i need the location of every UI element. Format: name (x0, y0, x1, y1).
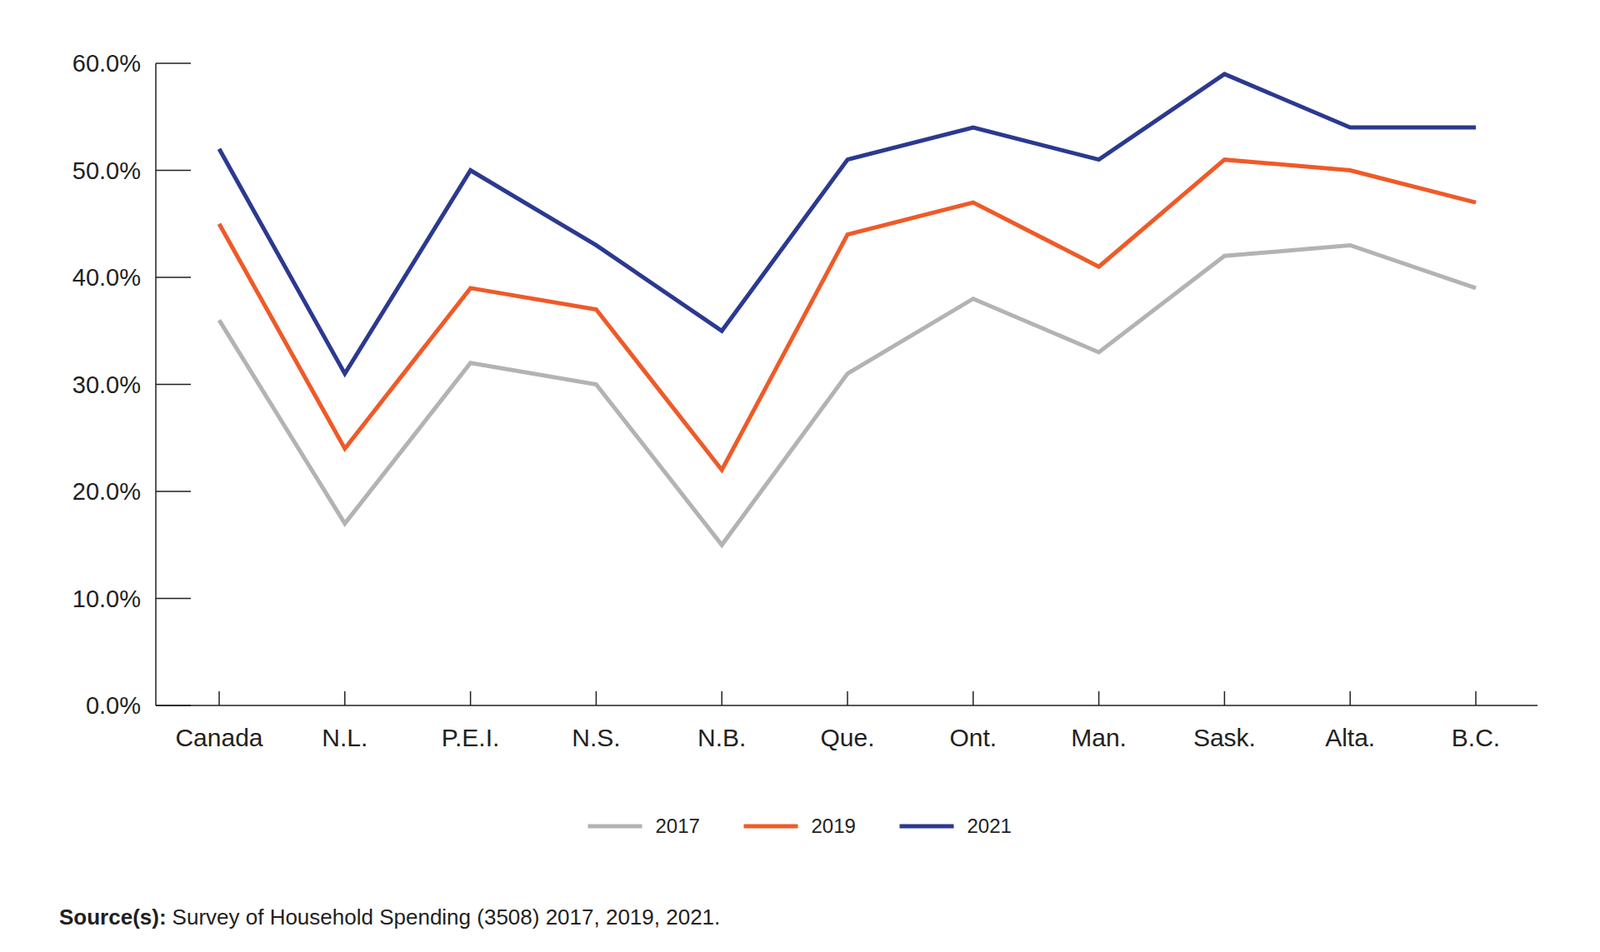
y-tick-label: 20.0% (72, 478, 141, 505)
legend-label: 2017 (655, 815, 700, 838)
y-tick (155, 276, 191, 279)
y-tick-label: 30.0% (72, 371, 141, 399)
x-tick (1098, 691, 1100, 706)
x-tick-label: Man. (1070, 724, 1127, 752)
legend-swatch (588, 825, 643, 830)
chart: 0.0% 10.0% 20.0% 30.0% 40.0% 50.0% 60.0% Canada… (0, 0, 1600, 952)
y-tick (155, 598, 191, 600)
x-tick-label: Sask. (1193, 724, 1256, 752)
x-tick-label: Ont. (949, 724, 997, 752)
x-tick-label: Canada (175, 724, 263, 752)
legend-label: 2019 (811, 815, 856, 838)
series-line (219, 160, 1476, 471)
x-axis (155, 705, 1538, 707)
x-tick (972, 691, 975, 706)
x-tick (846, 691, 849, 706)
legend: 2017 2019 2021 (588, 815, 1012, 838)
x-tick-label: P.E.I. (441, 724, 500, 752)
series-line (219, 245, 1476, 545)
y-tick-label: 10.0% (72, 585, 141, 613)
y-tick (155, 705, 191, 707)
x-tick (344, 691, 346, 706)
y-tick-label: 40.0% (72, 264, 141, 291)
source: Source(s):Survey of Household Spending (… (59, 905, 720, 930)
x-tick (1349, 691, 1351, 706)
y-tick-label: 50.0% (72, 157, 141, 185)
x-tick (218, 691, 220, 706)
x-tick-label: Alta. (1325, 724, 1375, 752)
x-tick-label: N.B. (697, 724, 746, 752)
y-tick-label: 60.0% (72, 50, 141, 77)
series-line (219, 74, 1476, 375)
x-tick-label: B.C. (1451, 724, 1500, 752)
x-tick (1475, 691, 1477, 706)
x-tick (595, 691, 598, 706)
x-tick (720, 691, 723, 706)
y-tick (155, 62, 191, 65)
y-tick (155, 170, 191, 172)
x-tick-label: N.S. (571, 724, 620, 752)
x-tick-label: Que. (820, 724, 875, 752)
y-tick-label: 0.0% (85, 692, 141, 720)
y-tick (155, 384, 191, 386)
y-tick (155, 490, 191, 493)
source-text: Survey of Household Spending (3508) 2017… (172, 905, 721, 930)
source-label: Source(s): (59, 905, 167, 930)
legend-label: 2021 (967, 815, 1012, 838)
x-tick (470, 691, 472, 706)
plot-area (219, 74, 1476, 545)
x-tick-label: N.L. (321, 724, 368, 752)
legend-swatch (900, 825, 955, 830)
x-tick (1224, 691, 1226, 706)
legend-swatch (744, 825, 799, 830)
